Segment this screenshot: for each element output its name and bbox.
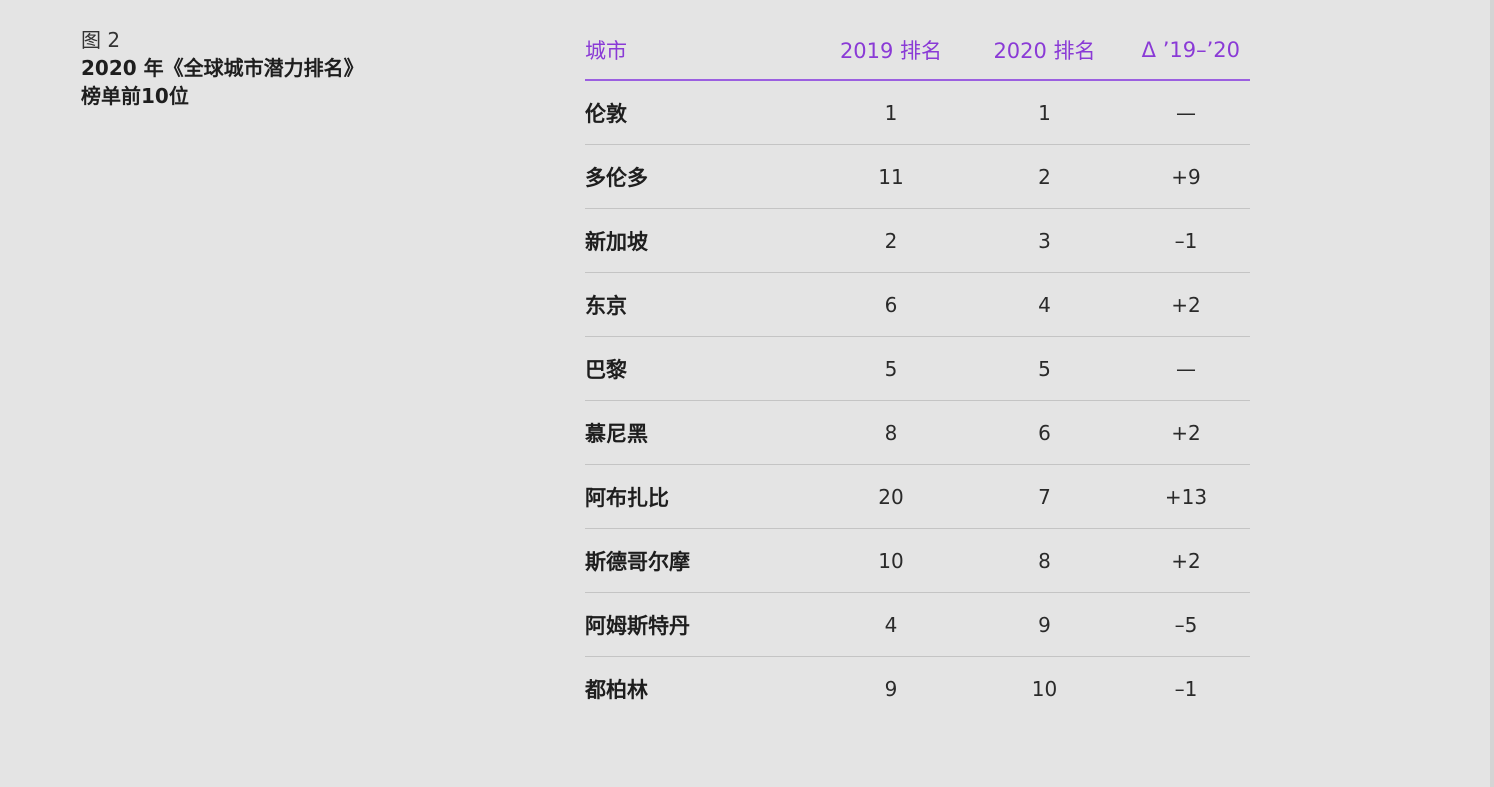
right-edge-border	[1490, 0, 1494, 787]
rank-2020-cell: 1	[1038, 100, 1051, 125]
rank-2020-cell: 2	[1038, 164, 1051, 189]
figure-title-line2: 榜单前10位	[81, 84, 189, 108]
city-cell: 阿姆斯特丹	[585, 613, 690, 638]
rank-2020-cell: 8	[1038, 548, 1051, 573]
table-row: 伦敦 1 1 —	[585, 81, 1250, 145]
table-row: 东京 6 4 +2	[585, 273, 1250, 337]
table-row: 多伦多 11 2 +9	[585, 145, 1250, 209]
city-cell: 巴黎	[585, 357, 627, 382]
rank-2020-cell: 3	[1038, 228, 1051, 253]
rank-2019-cell: 9	[884, 676, 898, 701]
rank-2020-cell: 4	[1038, 292, 1051, 317]
delta-cell: —	[1176, 100, 1196, 125]
rank-2019-cell: 8	[884, 420, 898, 445]
rank-2019-cell: 20	[878, 484, 904, 509]
rank-2020-cell: 5	[1038, 356, 1051, 381]
delta-cell: –1	[1174, 676, 1198, 701]
rank-2019-cell: 5	[884, 356, 898, 381]
delta-cell: +9	[1171, 164, 1201, 189]
table-row: 巴黎 5 5 —	[585, 337, 1250, 401]
delta-cell: –5	[1174, 612, 1198, 637]
table-row: 慕尼黑 8 6 +2	[585, 401, 1250, 465]
table-row: 都柏林 9 10 –1	[585, 657, 1250, 720]
city-cell: 阿布扎比	[585, 485, 669, 510]
table-row: 新加坡 2 3 –1	[585, 209, 1250, 273]
city-cell: 多伦多	[585, 165, 648, 190]
rank-2019-cell: 11	[878, 164, 904, 189]
rank-2020-cell: 10	[1031, 676, 1058, 701]
table-header: 城市 2019 排名 2020 排名 Δ ’19–’20	[585, 20, 1250, 81]
rank-2020-cell: 9	[1038, 612, 1051, 637]
delta-cell: +13	[1164, 484, 1208, 509]
delta-cell: —	[1176, 356, 1196, 381]
figure-label: 图 2	[81, 28, 121, 52]
city-cell: 伦敦	[585, 101, 627, 126]
rank-2019-cell: 4	[884, 612, 898, 637]
delta-cell: +2	[1171, 548, 1201, 573]
rank-2020-cell: 7	[1038, 484, 1051, 509]
rank-2019-cell: 6	[884, 292, 898, 317]
rank-2019-cell: 10	[878, 548, 904, 573]
figure-title-line1: 2020 年《全球城市潜力排名》	[81, 56, 364, 80]
city-cell: 斯德哥尔摩	[585, 549, 690, 574]
header-city: 城市	[585, 38, 627, 63]
figure-caption: 图 2 2020 年《全球城市潜力排名》 榜单前10位	[81, 26, 501, 110]
city-cell: 慕尼黑	[585, 421, 648, 446]
table-row: 斯德哥尔摩 10 8 +2	[585, 529, 1250, 593]
delta-cell: +2	[1171, 292, 1201, 317]
city-cell: 新加坡	[585, 229, 648, 254]
rank-2019-cell: 1	[884, 100, 898, 125]
header-rank-2020: 2020 排名	[993, 38, 1096, 63]
table-row: 阿布扎比 20 7 +13	[585, 465, 1250, 529]
city-ranking-table: 城市 2019 排名 2020 排名 Δ ’19–’20 伦敦 1 1— 多伦多 11 2…	[585, 20, 1250, 720]
table-body: 伦敦 1 1— 多伦多 11 2 +9 新加坡 2 3 –1 东京 6 4 +2 巴黎 5 5— 慕尼黑 8 6 +2 阿布…	[585, 81, 1250, 720]
city-cell: 东京	[585, 293, 627, 318]
city-cell: 都柏林	[585, 677, 648, 702]
header-delta: Δ ’19–’20	[1141, 37, 1240, 62]
delta-cell: –1	[1174, 228, 1198, 253]
table-row: 阿姆斯特丹 4 9 –5	[585, 593, 1250, 657]
rank-2020-cell: 6	[1038, 420, 1051, 445]
header-rank-2019: 2019 排名	[839, 38, 943, 63]
delta-cell: +2	[1171, 420, 1201, 445]
rank-2019-cell: 2	[884, 228, 898, 253]
